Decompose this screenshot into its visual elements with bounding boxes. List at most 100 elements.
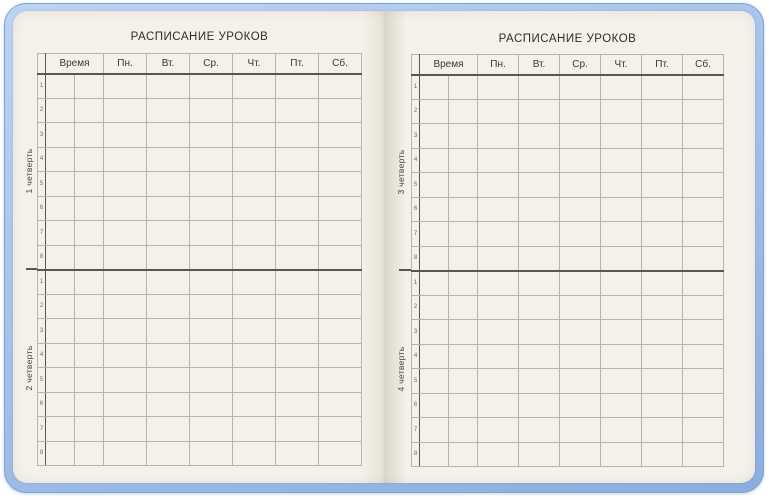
- lesson-cell: [318, 367, 362, 393]
- lesson-cell: [682, 147, 724, 173]
- day-column-header-4: Чт.: [600, 54, 642, 76]
- time-to-cell: [448, 343, 478, 369]
- lesson-cell: [189, 171, 233, 197]
- lesson-cell: [232, 97, 276, 123]
- time-to-cell: [448, 368, 478, 394]
- time-from-cell: [45, 171, 75, 197]
- schedule-row: 4: [37, 342, 362, 368]
- table-header: Время Пн. Вт. Ср. Чт. Пт. Сб.: [411, 54, 724, 76]
- lesson-cell: [641, 441, 683, 467]
- lesson-cell: [600, 245, 642, 272]
- lesson-number-column-header: [411, 54, 420, 76]
- lesson-cell: [641, 392, 683, 418]
- time-from-cell: [45, 440, 75, 466]
- lesson-cell: [275, 293, 319, 319]
- schedule-row: 8: [37, 440, 362, 466]
- time-to-cell: [448, 294, 478, 320]
- time-to-cell: [448, 172, 478, 198]
- time-from-cell: [419, 74, 449, 100]
- time-from-cell: [419, 221, 449, 247]
- lesson-cell: [477, 196, 519, 222]
- time-to-cell: [74, 171, 104, 197]
- lesson-cell: [600, 74, 642, 100]
- lesson-cell: [600, 319, 642, 345]
- lesson-cell: [641, 343, 683, 369]
- lesson-number: 6: [411, 392, 420, 418]
- lesson-cell: [518, 123, 560, 149]
- schedule-row: 1: [37, 73, 362, 99]
- time-to-cell: [448, 98, 478, 124]
- lesson-cell: [318, 440, 362, 466]
- lesson-number: 1: [37, 73, 46, 99]
- lesson-cell: [477, 221, 519, 247]
- lesson-cell: [600, 392, 642, 418]
- time-from-cell: [45, 269, 75, 295]
- lesson-cell: [477, 147, 519, 173]
- lesson-number: 2: [37, 97, 46, 123]
- time-from-cell: [419, 196, 449, 222]
- lesson-cell: [559, 270, 601, 296]
- lesson-cell: [518, 392, 560, 418]
- lesson-cell: [275, 171, 319, 197]
- lesson-cell: [232, 269, 276, 295]
- day-column-header-2: Вт.: [146, 53, 190, 75]
- lesson-cell: [232, 367, 276, 393]
- time-to-cell: [448, 319, 478, 345]
- lesson-cell: [559, 245, 601, 272]
- lesson-number: 3: [411, 319, 420, 345]
- time-to-cell: [448, 123, 478, 149]
- lesson-number: 4: [37, 146, 46, 172]
- lesson-number: 2: [411, 294, 420, 320]
- lesson-cell: [189, 269, 233, 295]
- lesson-cell: [275, 342, 319, 368]
- time-from-cell: [45, 97, 75, 123]
- table-header-row: Время Пн. Вт. Ср. Чт. Пт. Сб.: [411, 54, 724, 76]
- day-column-header-5: Пт.: [275, 53, 319, 75]
- lesson-cell: [189, 146, 233, 172]
- lesson-cell: [559, 441, 601, 467]
- lesson-cell: [477, 319, 519, 345]
- lesson-cell: [103, 318, 147, 344]
- lesson-cell: [103, 416, 147, 442]
- lesson-cell: [682, 343, 724, 369]
- schedule-table: Время Пн. Вт. Ср. Чт. Пт. Сб. 1 2 3 4 5 6 7 8 1 2 3 4 5 6 7 8: [411, 54, 724, 467]
- lesson-number: 7: [37, 220, 46, 246]
- schedule-table: Время Пн. Вт. Ср. Чт. Пт. Сб. 1 2 3 4 5 6 7 8 1 2 3 4 5 6 7 8: [37, 53, 362, 466]
- time-from-cell: [45, 122, 75, 148]
- lesson-cell: [232, 171, 276, 197]
- lesson-cell: [189, 244, 233, 271]
- lesson-cell: [559, 294, 601, 320]
- lesson-cell: [518, 196, 560, 222]
- schedule-row: 8: [411, 245, 724, 272]
- time-from-cell: [419, 123, 449, 149]
- lesson-number-column-header: [37, 53, 46, 75]
- time-from-cell: [45, 416, 75, 442]
- lesson-cell: [682, 74, 724, 100]
- time-to-cell: [74, 220, 104, 246]
- lesson-cell: [477, 172, 519, 198]
- lesson-cell: [682, 270, 724, 296]
- lesson-cell: [232, 293, 276, 319]
- lesson-cell: [275, 440, 319, 466]
- page-title: РАСПИСАНИЕ УРОКОВ: [498, 33, 637, 45]
- lesson-cell: [189, 367, 233, 393]
- time-to-cell: [74, 342, 104, 368]
- notebook-pages: РАСПИСАНИЕ УРОКОВ 1 четверть 2 четверть …: [13, 11, 755, 483]
- lesson-cell: [103, 97, 147, 123]
- time-to-cell: [74, 195, 104, 221]
- time-to-cell: [74, 440, 104, 466]
- lesson-cell: [232, 73, 276, 99]
- lesson-cell: [518, 294, 560, 320]
- time-from-cell: [45, 293, 75, 319]
- schedule-row: 8: [411, 441, 724, 467]
- day-column-header-1: Пн.: [477, 54, 519, 76]
- lesson-cell: [189, 318, 233, 344]
- lesson-cell: [146, 440, 190, 466]
- day-column-header-4: Чт.: [232, 53, 276, 75]
- lesson-number: 5: [411, 172, 420, 198]
- lesson-cell: [318, 171, 362, 197]
- lesson-cell: [600, 270, 642, 296]
- lesson-cell: [641, 368, 683, 394]
- lesson-number: 1: [37, 269, 46, 295]
- lesson-cell: [318, 269, 362, 295]
